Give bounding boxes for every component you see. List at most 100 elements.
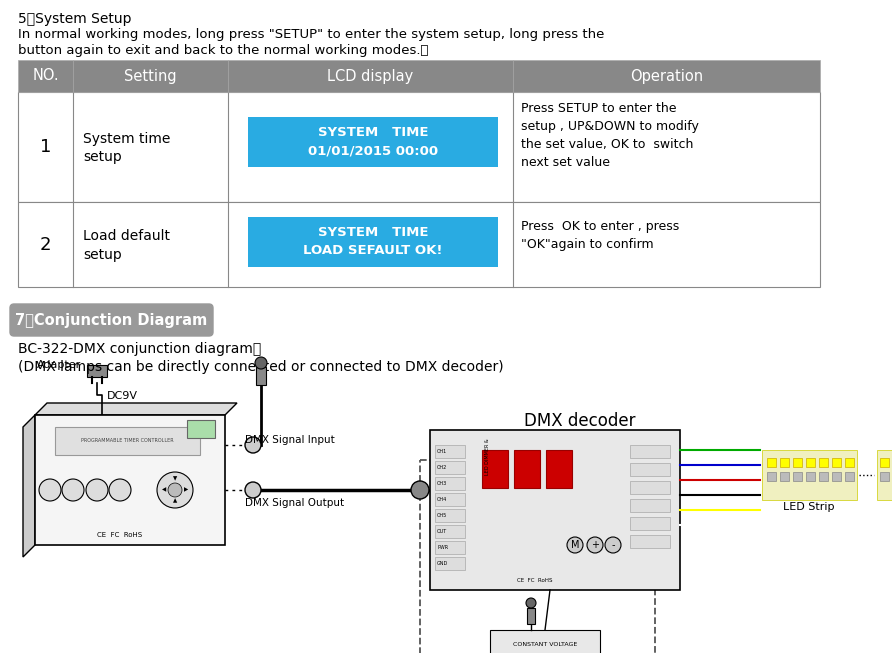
Text: CE  FC  RoHS: CE FC RoHS <box>97 532 143 538</box>
Text: In normal working modes, long press "SETUP" to enter the system setup, long pres: In normal working modes, long press "SET… <box>18 28 605 41</box>
Text: NO.: NO. <box>32 69 59 84</box>
Polygon shape <box>35 403 237 415</box>
Bar <box>18 92 820 202</box>
Bar <box>187 420 215 438</box>
Text: System time: System time <box>83 132 170 146</box>
Bar <box>630 499 670 512</box>
Bar <box>435 477 465 490</box>
Text: ◀: ◀ <box>161 488 166 492</box>
Text: DMX Signal Output: DMX Signal Output <box>245 498 344 508</box>
Bar <box>630 481 670 494</box>
Bar <box>247 486 257 494</box>
Bar <box>819 472 828 481</box>
Bar <box>793 472 802 481</box>
Bar <box>514 450 540 488</box>
Circle shape <box>39 479 61 501</box>
Text: CE  FC  RoHS: CE FC RoHS <box>517 577 553 582</box>
Text: button again to exit and back to the normal working modes.。: button again to exit and back to the nor… <box>18 44 428 57</box>
Text: GND: GND <box>437 561 449 566</box>
Text: 2: 2 <box>40 236 51 253</box>
Bar <box>806 472 815 481</box>
Circle shape <box>168 483 182 497</box>
Bar <box>630 535 670 548</box>
Bar <box>435 461 465 474</box>
Bar <box>435 557 465 570</box>
Bar <box>780 458 789 467</box>
Text: LOAD SEFAULT OK!: LOAD SEFAULT OK! <box>303 244 442 257</box>
Text: ▶: ▶ <box>184 488 188 492</box>
Text: CONSTANT VOLTAGE: CONSTANT VOLTAGE <box>513 642 577 647</box>
Polygon shape <box>87 365 107 377</box>
Bar <box>420 460 655 653</box>
Text: +: + <box>591 540 599 550</box>
Bar <box>546 450 572 488</box>
Text: setup: setup <box>83 247 121 261</box>
Circle shape <box>62 479 84 501</box>
Text: (DMX lamps can be directly connected or connected to DMX decoder): (DMX lamps can be directly connected or … <box>18 360 504 374</box>
Text: setup: setup <box>83 150 121 164</box>
Bar <box>18 60 820 92</box>
Text: 1: 1 <box>40 138 51 156</box>
Circle shape <box>245 482 261 498</box>
Circle shape <box>605 537 621 553</box>
Bar <box>490 630 600 653</box>
Text: 7、Conjunction Diagram: 7、Conjunction Diagram <box>15 313 208 328</box>
Bar <box>435 509 465 522</box>
Circle shape <box>157 472 193 508</box>
Text: ▲: ▲ <box>173 498 178 503</box>
Circle shape <box>526 598 536 608</box>
Bar <box>256 367 266 385</box>
Bar <box>767 472 776 481</box>
Bar <box>248 217 498 267</box>
Bar <box>435 525 465 538</box>
Text: CH5: CH5 <box>437 513 447 518</box>
Bar <box>845 458 854 467</box>
Text: SYSTEM   TIME: SYSTEM TIME <box>318 227 428 240</box>
Circle shape <box>245 437 261 453</box>
Bar <box>877 450 892 500</box>
Circle shape <box>255 357 267 369</box>
Bar <box>247 441 257 449</box>
Text: PWR: PWR <box>437 545 448 550</box>
Text: Press SETUP to enter the
setup , UP&DOWN to modify
the set value, OK to  switch
: Press SETUP to enter the setup , UP&DOWN… <box>521 102 698 169</box>
Text: DMX decoder: DMX decoder <box>524 412 636 430</box>
Bar <box>880 458 889 467</box>
Text: CH4: CH4 <box>437 497 447 502</box>
Text: Adapter: Adapter <box>37 360 81 370</box>
Bar <box>482 450 508 488</box>
Text: LCD display: LCD display <box>327 69 414 84</box>
Circle shape <box>587 537 603 553</box>
FancyBboxPatch shape <box>10 304 213 336</box>
Bar <box>55 427 200 455</box>
Polygon shape <box>23 415 35 557</box>
Bar <box>527 608 535 624</box>
Circle shape <box>86 479 108 501</box>
Text: -: - <box>611 540 615 550</box>
Bar <box>845 472 854 481</box>
Bar <box>832 458 841 467</box>
Text: Press  OK to enter , press
"OK"again to confirm: Press OK to enter , press "OK"again to c… <box>521 220 679 251</box>
Bar <box>630 445 670 458</box>
Text: Load default: Load default <box>83 229 170 244</box>
Bar <box>430 430 680 590</box>
Text: PROGRAMMABLE TIMER CONTROLLER: PROGRAMMABLE TIMER CONTROLLER <box>81 439 174 443</box>
Text: ▼: ▼ <box>173 477 178 481</box>
Bar <box>435 445 465 458</box>
Text: OUT: OUT <box>437 529 447 534</box>
Bar <box>248 117 498 167</box>
Text: DMX Signal Input: DMX Signal Input <box>245 435 334 445</box>
Bar <box>435 541 465 554</box>
Text: DC9V: DC9V <box>106 391 137 401</box>
Text: SYSTEM   TIME: SYSTEM TIME <box>318 127 428 140</box>
Text: LED DIMMER &: LED DIMMER & <box>485 438 490 475</box>
Bar <box>819 458 828 467</box>
Bar <box>35 415 225 545</box>
Bar <box>793 458 802 467</box>
Text: CH3: CH3 <box>437 481 447 486</box>
Bar <box>18 202 820 287</box>
Bar <box>630 463 670 476</box>
Text: Setting: Setting <box>124 69 177 84</box>
Text: BC-322-DMX conjunction diagram：: BC-322-DMX conjunction diagram： <box>18 342 261 356</box>
Text: CH1: CH1 <box>437 449 447 454</box>
Bar <box>880 472 889 481</box>
